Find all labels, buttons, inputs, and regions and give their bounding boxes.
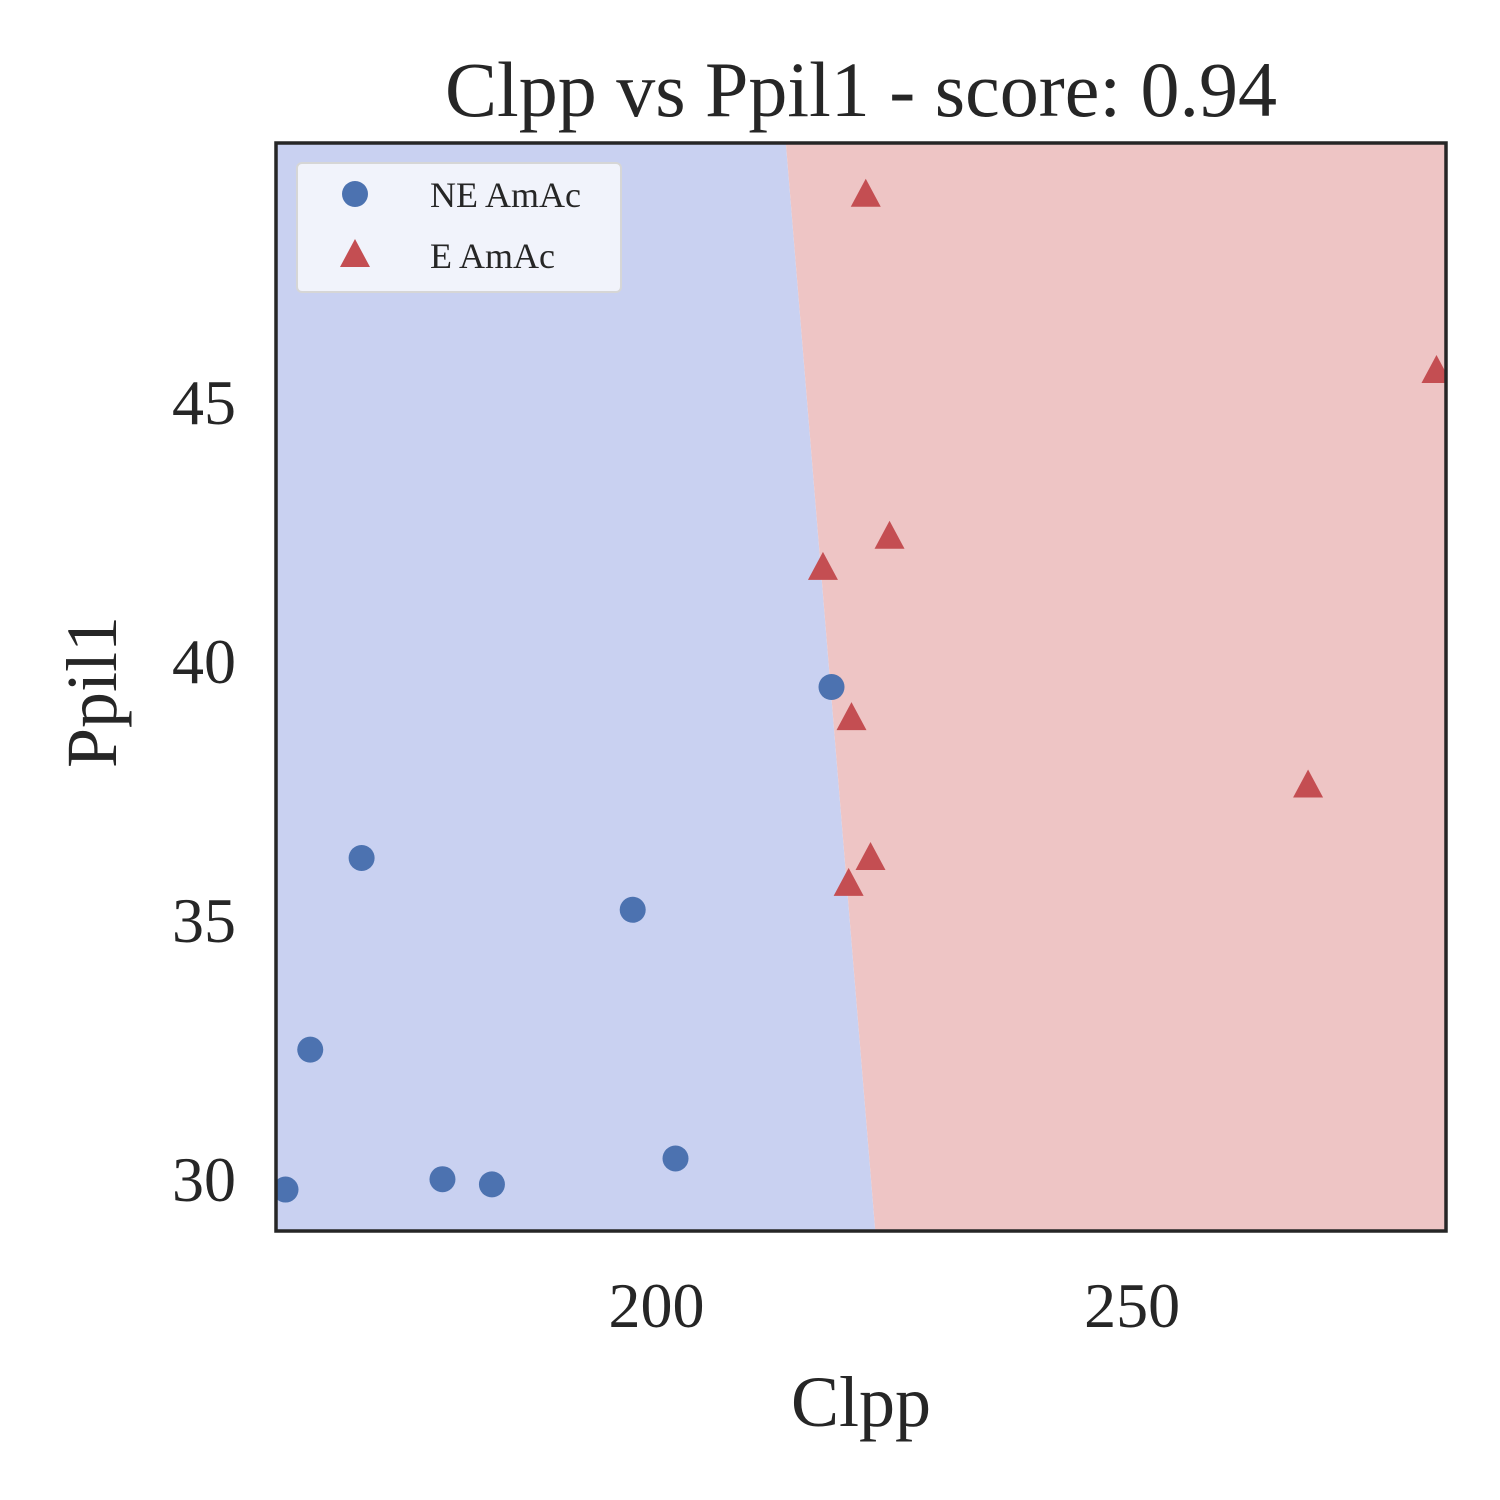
x-tick-label-200: 200	[608, 1270, 704, 1341]
point-ne-amac-8	[818, 674, 845, 700]
decision-region-e-amac	[785, 143, 1446, 1231]
x-axis-ticks: 200 250	[608, 1270, 1180, 1341]
point-ne-amac-5	[478, 1171, 505, 1198]
legend-label-e-amac: E AmAc	[430, 236, 555, 276]
point-e-amac-3	[874, 520, 905, 549]
point-e-amac-1	[850, 178, 881, 207]
point-ne-amac-3	[348, 844, 375, 871]
point-e-amac-2	[1421, 354, 1446, 383]
y-tick-label-45: 45	[172, 367, 236, 438]
point-ne-amac-2	[297, 1036, 324, 1063]
chart-title: Clpp vs Ppil1 - score: 0.94	[445, 46, 1277, 133]
point-e-amac-6	[1293, 769, 1324, 798]
plot-area	[276, 143, 1446, 1231]
point-e-amac-8	[833, 867, 864, 896]
y-axis-ticks: 30 35 40 45	[172, 367, 236, 1215]
point-e-amac-5	[836, 702, 867, 731]
point-ne-amac-1	[276, 1176, 299, 1203]
point-ne-amac-7	[662, 1145, 689, 1172]
x-axis-label: Clpp	[791, 1362, 931, 1442]
y-tick-label-30: 30	[172, 1144, 236, 1215]
legend-marker-e-amac	[340, 239, 370, 267]
legend-box	[296, 162, 622, 293]
x-tick-label-250: 250	[1084, 1270, 1180, 1341]
plot-frame	[274, 141, 1448, 1233]
point-ne-amac-4	[429, 1166, 456, 1193]
data-points	[276, 178, 1446, 1203]
legend: NE AmAc E AmAc	[296, 162, 622, 293]
y-tick-label-35: 35	[172, 885, 236, 956]
point-e-amac-7	[855, 841, 886, 870]
legend-label-ne-amac: NE AmAc	[430, 175, 581, 215]
y-axis-label: Ppil1	[52, 616, 132, 768]
legend-marker-ne-amac	[342, 181, 368, 207]
point-e-amac-4	[807, 551, 838, 580]
decision-region-ne-amac	[276, 143, 876, 1231]
point-ne-amac-6	[619, 896, 646, 923]
y-tick-label-40: 40	[172, 626, 236, 697]
